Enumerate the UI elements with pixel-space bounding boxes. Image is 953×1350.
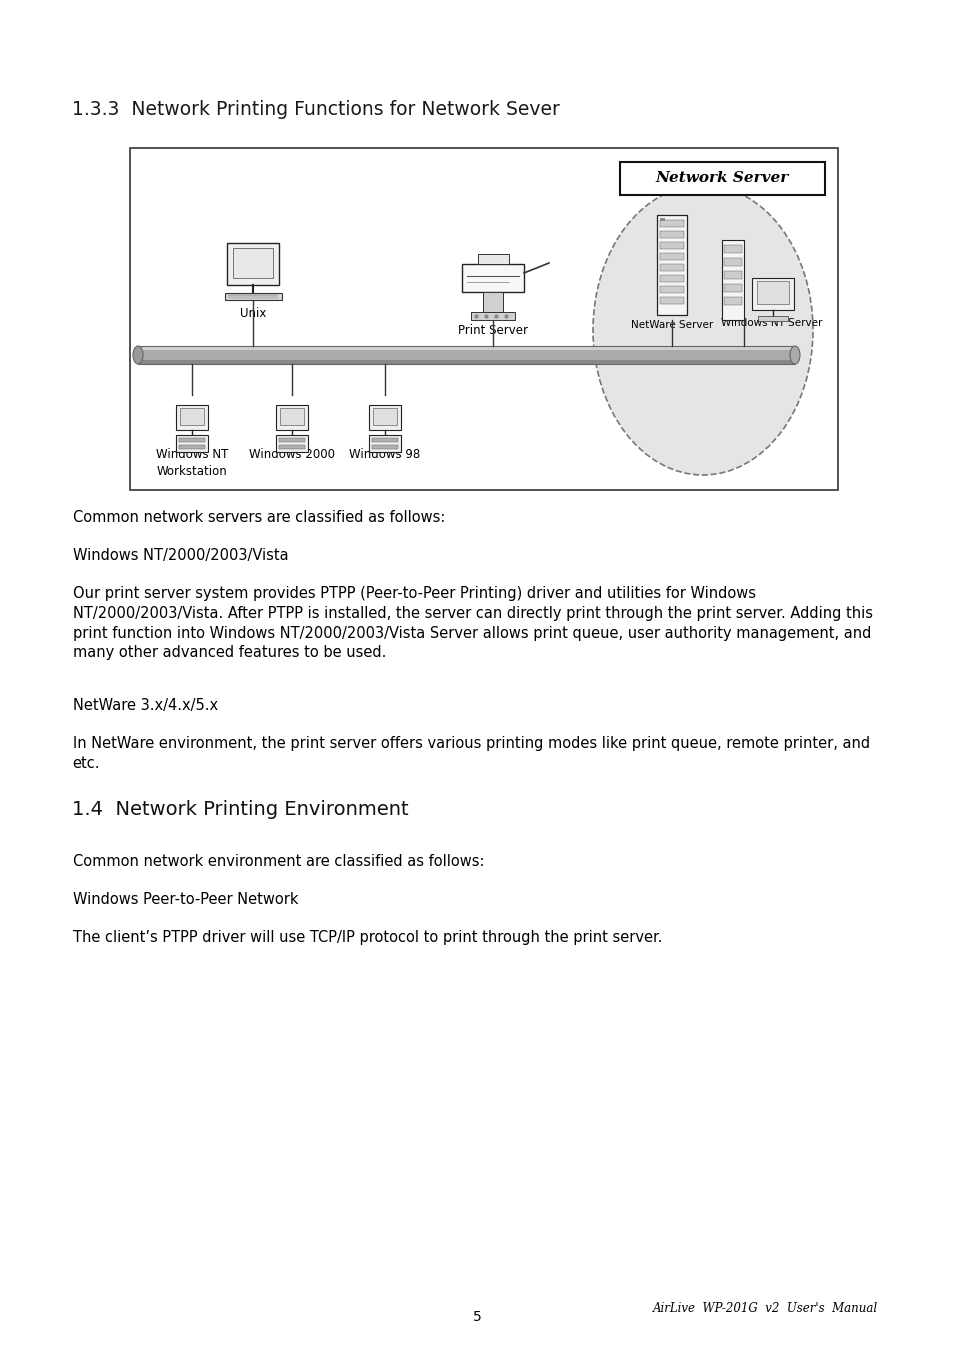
Text: Network Server: Network Server xyxy=(655,171,788,185)
Bar xyxy=(659,252,683,261)
Bar xyxy=(477,254,509,265)
Text: Unix: Unix xyxy=(239,306,266,320)
Text: Windows 2000: Windows 2000 xyxy=(249,448,335,460)
Bar xyxy=(723,244,741,252)
Bar xyxy=(278,446,305,450)
Bar xyxy=(657,215,686,315)
Bar xyxy=(280,408,304,425)
Bar xyxy=(179,446,205,450)
Text: Workstation: Workstation xyxy=(156,464,227,478)
Text: Windows 98: Windows 98 xyxy=(349,448,420,460)
Bar xyxy=(179,437,205,441)
Bar xyxy=(723,297,741,305)
Bar xyxy=(659,217,664,221)
Text: 1.4  Network Printing Environment: 1.4 Network Printing Environment xyxy=(71,801,408,819)
Bar xyxy=(659,242,683,248)
Bar xyxy=(659,265,683,271)
Bar xyxy=(372,437,397,441)
Bar xyxy=(130,148,837,490)
Bar xyxy=(138,346,794,350)
Bar xyxy=(227,243,278,285)
Bar xyxy=(175,405,208,431)
Bar xyxy=(619,162,824,194)
Bar xyxy=(659,231,683,238)
Bar xyxy=(482,292,502,312)
Text: In NetWare environment, the print server offers various printing modes like prin: In NetWare environment, the print server… xyxy=(72,736,869,771)
Bar xyxy=(233,248,273,278)
Text: Windows NT Server: Windows NT Server xyxy=(720,319,821,328)
Text: Windows NT: Windows NT xyxy=(155,448,228,460)
Ellipse shape xyxy=(789,346,800,365)
Bar xyxy=(278,437,305,441)
Bar xyxy=(659,275,683,282)
Bar xyxy=(138,360,794,365)
Text: The client’s PTPP driver will use TCP/IP protocol to print through the print ser: The client’s PTPP driver will use TCP/IP… xyxy=(72,930,661,945)
Bar xyxy=(659,286,683,293)
Bar xyxy=(225,293,282,300)
Bar xyxy=(723,258,741,266)
Text: Common network environment are classified as follows:: Common network environment are classifie… xyxy=(72,855,483,869)
Bar xyxy=(723,271,741,279)
Bar xyxy=(758,316,787,321)
Bar xyxy=(461,265,523,292)
Text: AirLive  WP-201G  v2  User's  Manual: AirLive WP-201G v2 User's Manual xyxy=(652,1301,877,1315)
Text: Print Server: Print Server xyxy=(457,324,527,338)
Bar xyxy=(180,408,204,425)
Bar xyxy=(372,446,397,450)
Bar xyxy=(659,297,683,304)
Bar xyxy=(175,435,208,452)
Text: Windows NT/2000/2003/Vista: Windows NT/2000/2003/Vista xyxy=(72,548,288,563)
Bar xyxy=(369,405,400,431)
Text: Common network servers are classified as follows:: Common network servers are classified as… xyxy=(72,510,444,525)
Ellipse shape xyxy=(132,346,143,365)
Bar xyxy=(373,408,396,425)
Bar xyxy=(723,284,741,292)
Bar xyxy=(659,220,683,227)
Bar xyxy=(369,435,400,452)
Bar xyxy=(721,240,743,320)
Text: NetWare 3.x/4.x/5.x: NetWare 3.x/4.x/5.x xyxy=(72,698,217,713)
Text: Windows Peer-to-Peer Network: Windows Peer-to-Peer Network xyxy=(72,892,297,907)
Bar xyxy=(275,405,308,431)
Text: NetWare Server: NetWare Server xyxy=(630,320,713,329)
Bar xyxy=(757,281,788,304)
Bar xyxy=(751,278,793,310)
Ellipse shape xyxy=(593,185,812,475)
Bar xyxy=(471,312,515,320)
Text: Our print server system provides PTPP (Peer-to-Peer Printing) driver and utiliti: Our print server system provides PTPP (P… xyxy=(72,586,872,660)
Bar xyxy=(138,346,794,365)
Text: 1.3.3  Network Printing Functions for Network Sever: 1.3.3 Network Printing Functions for Net… xyxy=(71,100,559,119)
Bar xyxy=(138,346,794,365)
Bar xyxy=(275,435,308,452)
Text: 5: 5 xyxy=(472,1310,481,1324)
